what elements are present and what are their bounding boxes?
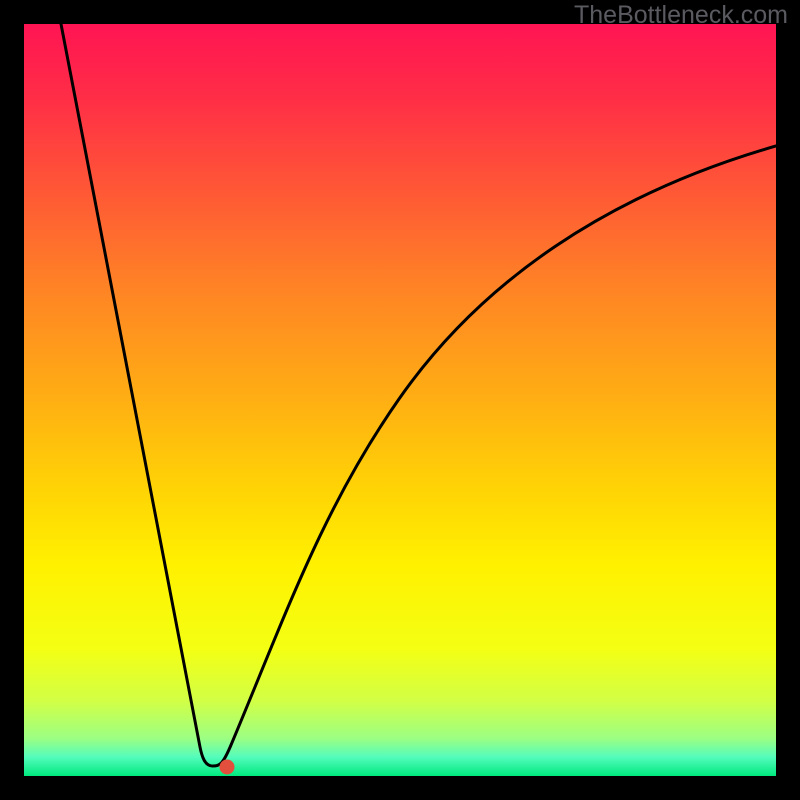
chart-stage: TheBottleneck.com [0, 0, 800, 800]
curve-layer [24, 24, 776, 776]
plot-area [24, 24, 776, 776]
watermark-text: TheBottleneck.com [574, 1, 788, 30]
minimum-marker [220, 760, 235, 775]
bottleneck-curve [61, 24, 776, 766]
